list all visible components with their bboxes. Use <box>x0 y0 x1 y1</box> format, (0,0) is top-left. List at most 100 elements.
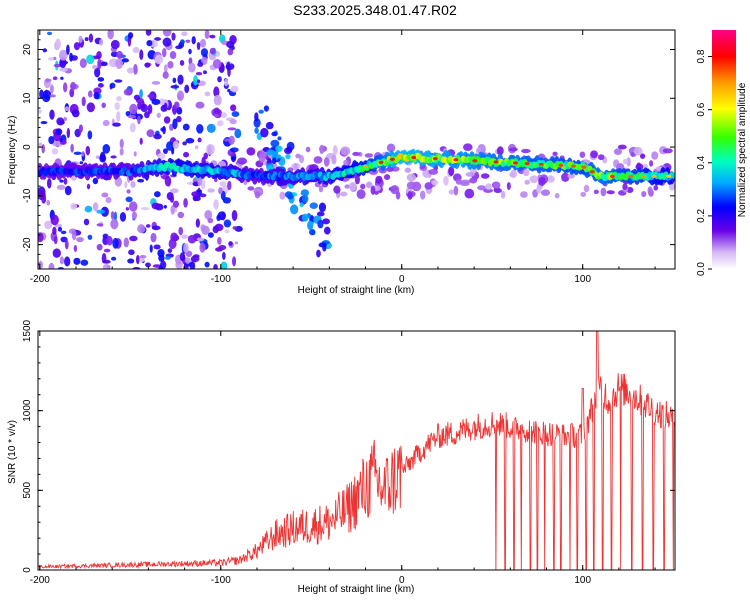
spectrogram-cell <box>86 54 95 65</box>
spectrogram-cell <box>81 96 86 107</box>
spectrogram-cell <box>102 119 110 127</box>
spectrogram-cell <box>112 237 119 249</box>
spectrogram-cell <box>179 60 185 66</box>
spectrogram-cell <box>462 143 473 152</box>
spectrogram-cell <box>169 195 175 203</box>
colorbar-ticks: 0.0 0.2 0.4 0.6 0.8 <box>696 49 712 276</box>
spectrogram-cell <box>356 189 366 200</box>
spectrogram-cell <box>121 58 130 63</box>
spectrogram-cell <box>653 185 659 191</box>
spectrogram-cell <box>194 145 199 150</box>
spectrogram-cell <box>154 191 161 198</box>
spectrogram-cell <box>59 179 64 183</box>
spectrogram-cell <box>258 109 264 114</box>
spectrogram-cell <box>254 112 259 122</box>
spectrogram-cell <box>493 181 501 189</box>
spectrogram-cell <box>70 143 74 153</box>
spectrogram-cell <box>237 157 248 165</box>
spectrogram-cell <box>80 259 89 266</box>
spectrogram-cell <box>128 201 138 212</box>
spectrogram-cell <box>52 226 57 235</box>
spectrogram-cell <box>352 151 360 157</box>
spectrogram-cell <box>161 47 167 58</box>
spectrogram-cell <box>126 189 131 194</box>
spectrogram-cell <box>226 61 231 71</box>
spectrogram-cell <box>316 211 325 217</box>
spectrogram-cell <box>220 261 228 269</box>
spectrogram-cell <box>223 219 232 228</box>
spectrogram-cell <box>137 178 145 183</box>
spectrogram-cell <box>94 67 101 78</box>
spectrogram-cell <box>123 88 133 96</box>
spectrogram-cell <box>635 163 644 171</box>
spectrogram-cell <box>137 115 141 125</box>
spectrogram-cell <box>666 174 672 178</box>
spectrogram-cell <box>639 153 646 159</box>
spectrogram-cell <box>206 143 215 155</box>
spectrogram-cell <box>38 260 44 269</box>
spectrogram-cell <box>670 172 675 179</box>
spectrogram-cell <box>318 202 327 213</box>
spectrogram-cell <box>85 145 91 156</box>
spectrogram-cell <box>177 74 184 85</box>
spectrogram-cell <box>363 164 369 169</box>
spectrogram-cell <box>70 81 77 91</box>
spectrogram-cell <box>191 191 200 197</box>
spectrogram-cell <box>55 38 61 49</box>
spectrogram-cell <box>64 106 70 112</box>
spectrogram-cell <box>163 102 168 112</box>
spectrogram-cell <box>92 202 99 212</box>
spectrogram-cell <box>141 100 145 110</box>
spectrogram-cell <box>44 220 53 230</box>
spectrogram-cell <box>73 257 81 265</box>
spectrogram-cell <box>641 190 647 198</box>
spectrogram-cell <box>130 180 136 188</box>
spectrogram-cell <box>55 128 63 136</box>
spectrogram-cell <box>71 109 80 118</box>
spectrogram-cell <box>123 237 129 248</box>
spectrogram-cell <box>195 101 205 109</box>
spectrogram-cell <box>158 254 165 262</box>
spectrogram-cell <box>151 98 161 106</box>
spectrogram-cell <box>102 233 109 239</box>
spectrogram-cell <box>100 61 108 67</box>
spectrogram-cell <box>109 82 116 89</box>
spectrogram-cell <box>66 127 71 139</box>
spectrogram-cell <box>162 37 172 47</box>
spectrogram-cell <box>102 264 111 269</box>
spectrogram-cell <box>222 251 226 260</box>
spectrogram-cell <box>167 248 173 254</box>
spectrogram-cell <box>204 261 210 268</box>
snr-xtick-label: 0 <box>399 575 405 586</box>
spectrogram-cell <box>213 199 219 210</box>
spectrogram-cell <box>154 54 164 65</box>
spectrogram-cell <box>165 255 171 260</box>
spectrogram-cell <box>229 118 237 125</box>
spectrogram-cell <box>188 62 196 73</box>
spectrogram-ytick-label: 20 <box>22 44 33 56</box>
colorbar-tick-label: 0.8 <box>696 49 707 63</box>
spectrogram-cell <box>464 188 475 199</box>
spectrogram-cell <box>606 190 615 195</box>
spectrogram-cell <box>103 248 111 253</box>
spectrogram-cell <box>213 263 218 269</box>
spectrogram-cell <box>431 180 439 186</box>
spectrogram-cell <box>253 189 263 194</box>
spectrogram-cell <box>520 191 528 198</box>
snr-ytick-label: 1500 <box>22 319 33 342</box>
spectrogram-cell <box>453 185 459 196</box>
spectrogram-cell <box>153 133 162 140</box>
snr-y-ticks: 0 500 1000 1500 <box>22 319 675 573</box>
spectrogram-cell <box>73 42 81 51</box>
snr-x-label: Height of straight line (km) <box>298 584 415 595</box>
spectrogram-cell <box>181 31 188 37</box>
spectrogram-cell <box>232 256 237 267</box>
spectrogram-cell <box>540 189 551 196</box>
spectrogram-cell <box>668 182 675 191</box>
spectrogram-ytick-label: 0 <box>22 144 33 150</box>
spectrogram-cell <box>196 189 203 193</box>
spectrogram-cell <box>265 121 274 130</box>
spectrogram-cell <box>86 183 91 190</box>
spectrogram-cell <box>217 211 227 221</box>
